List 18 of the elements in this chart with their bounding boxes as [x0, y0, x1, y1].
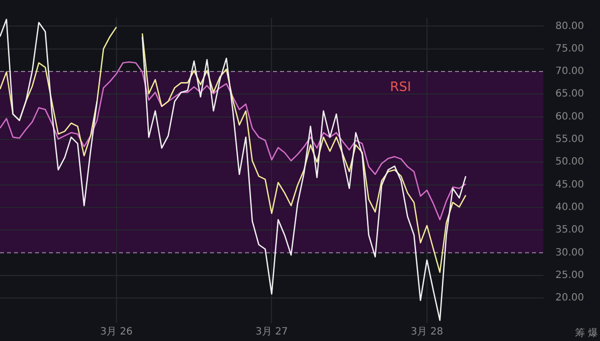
y-tick-label: 45.00	[555, 179, 584, 190]
y-tick-label: 25.00	[555, 270, 584, 282]
y-tick-label: 20.00	[555, 292, 584, 304]
y-tick-label: 40.00	[555, 202, 584, 214]
y-tick-label: 55.00	[555, 134, 584, 146]
y-tick-label: 30.00	[555, 247, 584, 258]
y-tick-label: 50.00	[555, 156, 584, 168]
y-tick-label: 60.00	[555, 111, 584, 122]
y-tick-label: 35.00	[555, 224, 584, 236]
y-tick-label: 65.00	[555, 88, 584, 100]
y-tick-label: 80.00	[555, 20, 584, 32]
text: 筹 爆	[574, 327, 598, 340]
annotation: RSI	[390, 80, 412, 95]
x-tick-label: 3月 27	[256, 326, 288, 338]
y-tick-label: 75.00	[555, 43, 584, 54]
y-tick-label: 70.00	[555, 66, 584, 78]
x-tick-label: 3月 28	[410, 326, 444, 338]
x-tick-label: 3月 26	[100, 326, 133, 338]
